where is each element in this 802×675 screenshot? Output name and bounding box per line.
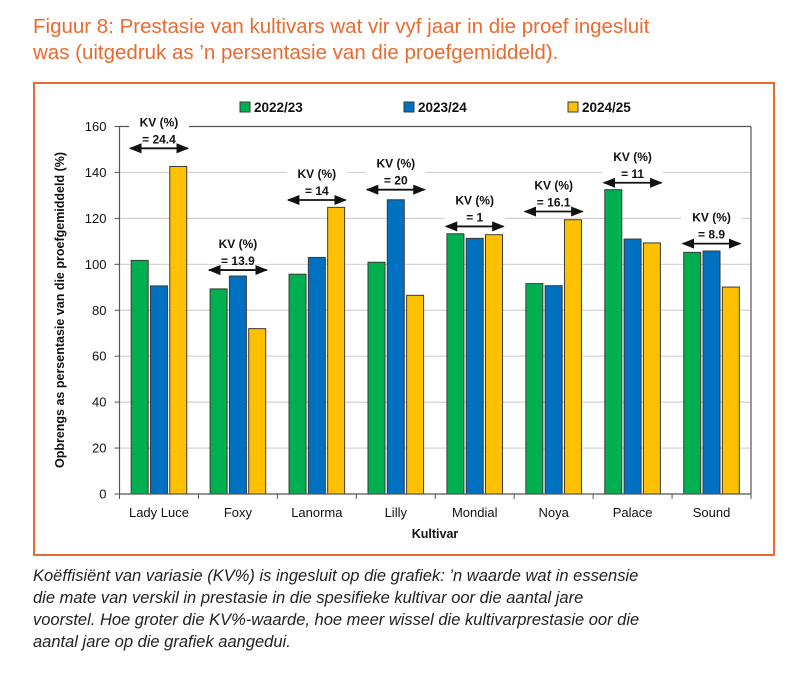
kv-label-line-1: KV (%) xyxy=(376,157,415,171)
kv-annotation: KV (%) = 24.4 xyxy=(128,114,190,154)
x-tick-label: Mondial xyxy=(452,505,498,520)
kv-annotation: KV (%) = 20 xyxy=(365,155,426,195)
y-tick-label: 80 xyxy=(92,303,106,318)
bar-2022-23-lanorma xyxy=(288,273,307,495)
bar-2022-23-palace xyxy=(604,189,623,495)
bar-2023-24-palace xyxy=(623,238,642,495)
legend-item: 2024/25 xyxy=(567,100,631,115)
kv-label-line-1: KV (%) xyxy=(613,150,652,164)
kv-annotation: KV (%) = 1 xyxy=(444,192,505,232)
bar-2023-24-sound xyxy=(702,250,721,495)
legend-swatch xyxy=(403,101,415,113)
kv-label-background xyxy=(128,114,189,143)
figure-title-line-2: was (uitgedruk as ’n persentasie van die… xyxy=(33,41,559,64)
y-tick-label: 100 xyxy=(85,257,107,272)
bars xyxy=(130,165,740,495)
kv-label-background xyxy=(207,236,268,265)
bar-2024-25-lady-luce xyxy=(169,165,188,495)
legend-label: 2023/24 xyxy=(418,100,467,115)
kv-label-line-2: = 11 xyxy=(621,167,644,181)
legend-swatch xyxy=(239,101,251,113)
bar-2022-23-lilly xyxy=(367,261,386,495)
legend-item: 2022/23 xyxy=(239,100,303,115)
caption-line: voorstel. Hoe groter die KV%-waarde, hoe… xyxy=(33,611,640,629)
kv-label-background xyxy=(681,209,742,238)
bar-2024-25-mondial xyxy=(485,234,504,495)
y-tick-label: 40 xyxy=(92,395,106,410)
kv-label-line-2: = 20 xyxy=(384,174,408,188)
kv-annotation: KV (%) = 13.9 xyxy=(207,236,268,276)
legend-swatch xyxy=(567,101,579,113)
y-tick-label: 140 xyxy=(85,165,107,180)
y-tick-label: 120 xyxy=(85,211,107,226)
x-tick-label: Lanorma xyxy=(291,505,343,520)
bar-2024-25-lanorma xyxy=(327,206,346,495)
kv-annotation: KV (%) = 8.9 xyxy=(681,209,742,249)
x-axis-title: Kultivar xyxy=(412,527,459,541)
kv-label-line-1: KV (%) xyxy=(219,237,258,251)
kv-label-line-1: KV (%) xyxy=(534,178,573,192)
kv-annotation: KV (%) = 14 xyxy=(286,166,347,206)
figure-title-line-1: Figuur 8: Prestasie van kultivars wat vi… xyxy=(33,15,650,38)
kv-label-line-2: = 14 xyxy=(305,184,329,198)
figure-caption: Koëffisiënt van variasie (KV%) is ingesl… xyxy=(33,565,783,653)
chart-frame xyxy=(33,82,775,556)
x-tick-label: Noya xyxy=(538,505,569,520)
x-tick-label: Lady Luce xyxy=(129,505,189,520)
caption-line: aantal jare op die grafiek aangedui. xyxy=(33,633,291,651)
legend-label: 2024/25 xyxy=(582,100,631,115)
axes: 0 20 40 60 80 100 120 140 160 Lady Luce Foxy Lanorm… xyxy=(85,119,752,520)
bar-2022-23-lady-luce xyxy=(130,259,149,495)
caption-line: die mate van verskil in prestasie in die… xyxy=(33,589,584,607)
bar-2023-24-mondial xyxy=(465,237,484,495)
bar-2024-25-sound xyxy=(721,286,740,495)
kv-label-background xyxy=(286,166,347,194)
bar-2023-24-foxy xyxy=(228,275,247,495)
y-tick-label: 60 xyxy=(92,349,106,364)
x-tick-label: Sound xyxy=(693,505,731,520)
kv-annotation: KV (%) = 11 xyxy=(602,148,663,188)
bar-2023-24-lady-luce xyxy=(149,285,168,495)
kv-label-line-1: KV (%) xyxy=(692,211,731,225)
kv-label-background xyxy=(444,192,505,221)
kv-label-line-1: KV (%) xyxy=(455,193,494,207)
bar-2022-23-sound xyxy=(683,251,702,495)
bar-2022-23-noya xyxy=(525,283,544,495)
caption-line: Koëffisiënt van variasie (KV%) is ingesl… xyxy=(33,567,639,585)
bar-2023-24-lanorma xyxy=(307,256,326,495)
bar-2024-25-palace xyxy=(642,242,661,495)
kv-label-line-2: = 24.4 xyxy=(142,132,176,146)
bar-2024-25-foxy xyxy=(248,328,267,495)
kv-annotation: KV (%) = 16.1 xyxy=(523,177,584,217)
legend: 2022/23 2023/24 2024/25 xyxy=(239,100,631,115)
bar-2022-23-mondial xyxy=(446,233,465,495)
y-axis-title: Opbrengs as persentasie van die proefgem… xyxy=(53,152,67,468)
kv-label-line-1: KV (%) xyxy=(140,115,179,129)
bar-2024-25-noya xyxy=(563,219,582,495)
kv-label-background xyxy=(602,148,663,177)
x-tick-label: Foxy xyxy=(224,505,253,520)
bar-2022-23-foxy xyxy=(209,288,228,495)
x-tick-label: Lilly xyxy=(385,505,408,520)
kv-label-line-2: = 16.1 xyxy=(537,195,571,209)
kv-label-line-2: = 13.9 xyxy=(221,254,255,268)
bar-2024-25-lilly xyxy=(406,294,425,495)
legend-item: 2023/24 xyxy=(403,100,467,115)
figure-title: Figuur 8: Prestasie van kultivars wat vi… xyxy=(33,14,783,66)
bar-2023-24-lilly xyxy=(386,199,405,495)
kv-label-line-2: = 8.9 xyxy=(698,228,725,242)
kv-label-background xyxy=(523,177,584,206)
kv-label-background xyxy=(365,155,426,184)
kv-label-line-1: KV (%) xyxy=(298,167,337,181)
y-tick-label: 160 xyxy=(85,119,107,134)
y-tick-label: 20 xyxy=(92,441,106,456)
legend-label: 2022/23 xyxy=(254,100,303,115)
x-tick-label: Palace xyxy=(613,505,653,520)
bar-2023-24-noya xyxy=(544,285,563,495)
y-tick-label: 0 xyxy=(99,487,106,502)
kv-label-line-2: = 1 xyxy=(466,210,483,224)
